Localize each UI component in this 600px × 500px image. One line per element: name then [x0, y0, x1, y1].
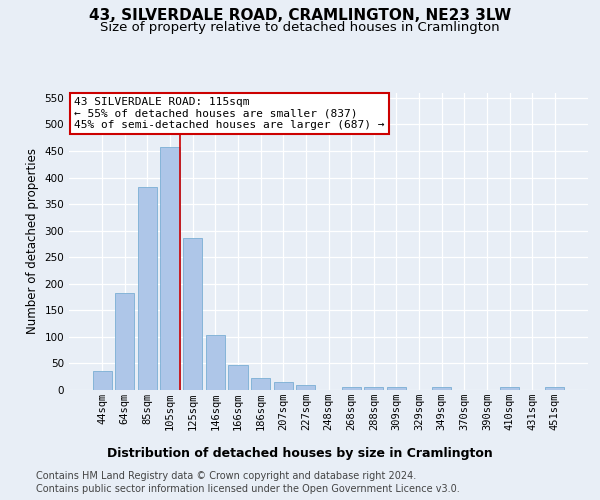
Bar — [274, 382, 293, 390]
Bar — [206, 336, 225, 390]
Bar — [341, 388, 361, 390]
Bar — [138, 186, 157, 390]
Text: Distribution of detached houses by size in Cramlington: Distribution of detached houses by size … — [107, 448, 493, 460]
Text: Size of property relative to detached houses in Cramlington: Size of property relative to detached ho… — [100, 22, 500, 35]
Text: Contains HM Land Registry data © Crown copyright and database right 2024.: Contains HM Land Registry data © Crown c… — [36, 471, 416, 481]
Bar — [229, 365, 248, 390]
Bar — [160, 147, 180, 390]
Bar — [364, 388, 383, 390]
Y-axis label: Number of detached properties: Number of detached properties — [26, 148, 39, 334]
Bar — [387, 388, 406, 390]
Bar — [545, 388, 565, 390]
Bar — [92, 372, 112, 390]
Bar — [432, 388, 451, 390]
Bar — [500, 388, 519, 390]
Text: 43 SILVERDALE ROAD: 115sqm
← 55% of detached houses are smaller (837)
45% of sem: 43 SILVERDALE ROAD: 115sqm ← 55% of deta… — [74, 97, 385, 130]
Bar — [115, 293, 134, 390]
Bar — [251, 378, 270, 390]
Bar — [183, 238, 202, 390]
Bar — [296, 384, 316, 390]
Text: 43, SILVERDALE ROAD, CRAMLINGTON, NE23 3LW: 43, SILVERDALE ROAD, CRAMLINGTON, NE23 3… — [89, 8, 511, 22]
Text: Contains public sector information licensed under the Open Government Licence v3: Contains public sector information licen… — [36, 484, 460, 494]
